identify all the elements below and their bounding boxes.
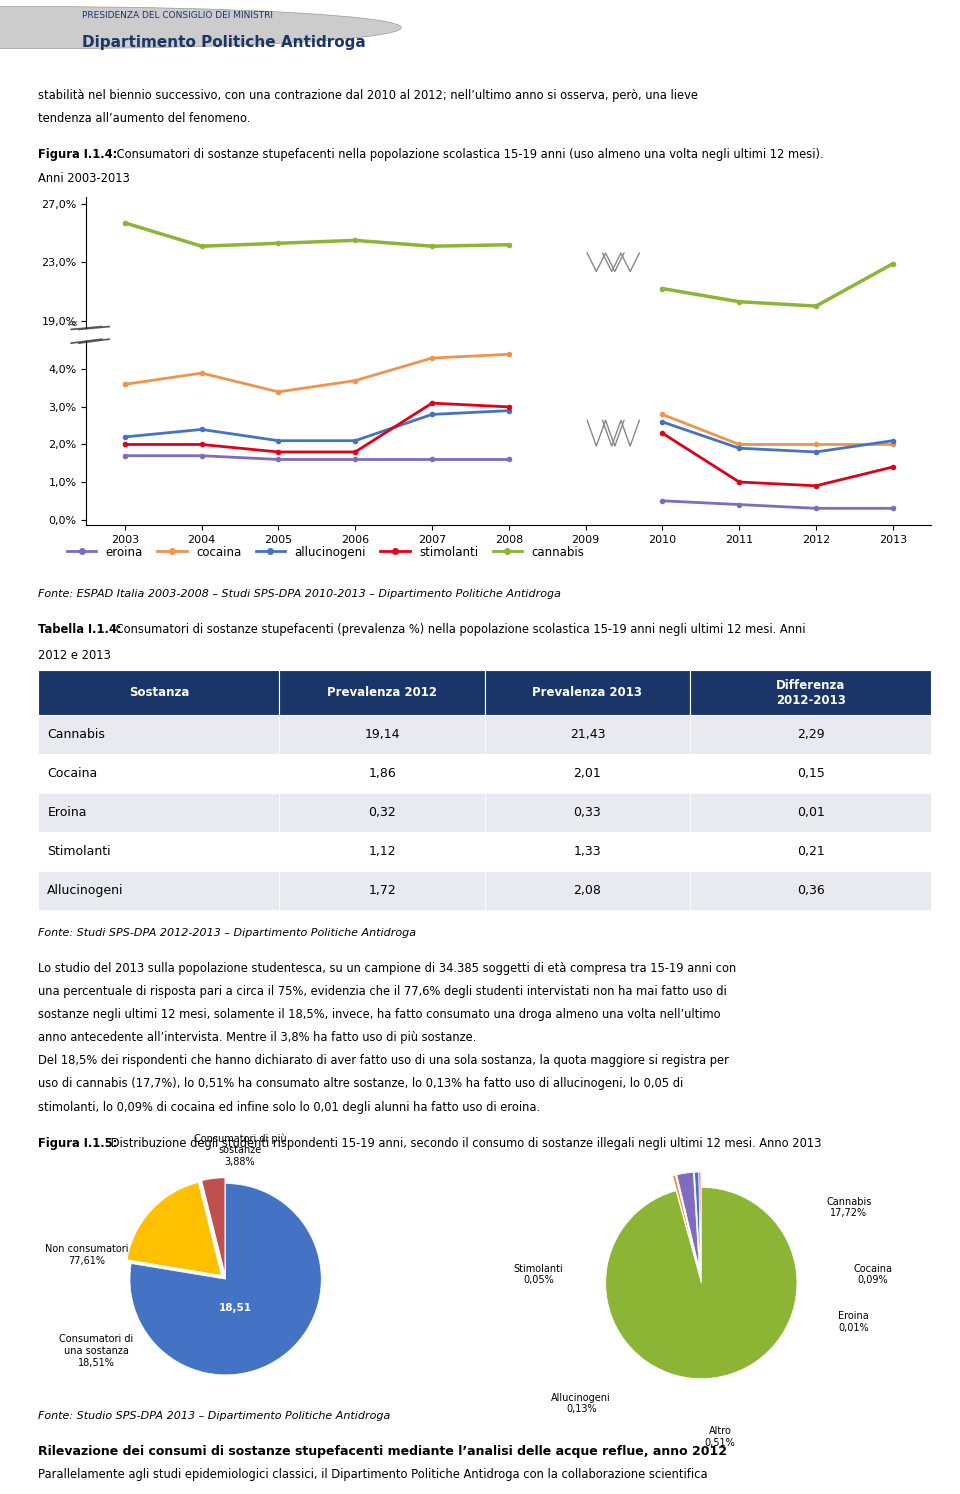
Text: Figura I.1.5:: Figura I.1.5: bbox=[38, 1137, 118, 1150]
Bar bbox=[279, 754, 485, 793]
Text: Tabella I.1.4:: Tabella I.1.4: bbox=[38, 623, 122, 635]
Text: 2012 e 2013: 2012 e 2013 bbox=[38, 648, 111, 662]
Wedge shape bbox=[675, 1173, 698, 1267]
Bar bbox=[279, 793, 485, 832]
Text: Fonte: Studio SPS-DPA 2013 – Dipartimento Politiche Antidroga: Fonte: Studio SPS-DPA 2013 – Dipartiment… bbox=[38, 1412, 391, 1421]
Text: 2,29: 2,29 bbox=[797, 728, 825, 741]
Text: uso di cannabis (17,7%), lo 0,51% ha consumato altre sostanze, lo 0,13% ha fatto: uso di cannabis (17,7%), lo 0,51% ha con… bbox=[38, 1077, 684, 1091]
Text: Stimolanti
0,05%: Stimolanti 0,05% bbox=[514, 1264, 564, 1285]
Text: Consumatori di sostanze stupefacenti nella popolazione scolastica 15-19 anni (us: Consumatori di sostanze stupefacenti nel… bbox=[112, 148, 823, 161]
Text: Lo studio del 2013 sulla popolazione studentesca, su un campione di 34.385 sogge: Lo studio del 2013 sulla popolazione stu… bbox=[38, 962, 736, 974]
Text: ≈: ≈ bbox=[66, 317, 78, 330]
Bar bbox=[485, 871, 690, 910]
Text: 0,15: 0,15 bbox=[797, 766, 825, 780]
Bar bbox=[279, 832, 485, 871]
Wedge shape bbox=[677, 1173, 699, 1268]
Bar bbox=[279, 671, 485, 716]
Text: 1,72: 1,72 bbox=[369, 883, 396, 896]
Text: Cannabis
17,72%: Cannabis 17,72% bbox=[827, 1197, 872, 1218]
Text: Altro
0,51%: Altro 0,51% bbox=[705, 1427, 735, 1448]
Legend: eroina, cocaina, allucinogeni, stimolanti, cannabis: eroina, cocaina, allucinogeni, stimolant… bbox=[62, 541, 589, 563]
Text: Anni 2003-2013: Anni 2003-2013 bbox=[38, 172, 131, 185]
Bar bbox=[690, 754, 931, 793]
Bar bbox=[690, 671, 931, 716]
Wedge shape bbox=[127, 1183, 222, 1276]
Text: Consumatori di più
sostanze
3,88%: Consumatori di più sostanze 3,88% bbox=[194, 1134, 286, 1167]
Bar bbox=[690, 832, 931, 871]
Text: Eroina: Eroina bbox=[47, 805, 86, 819]
Text: Figura I.1.4:: Figura I.1.4: bbox=[38, 148, 118, 161]
Text: 1,12: 1,12 bbox=[369, 844, 396, 858]
Wedge shape bbox=[673, 1176, 698, 1268]
Bar bbox=[485, 716, 690, 754]
Text: 1,86: 1,86 bbox=[369, 766, 396, 780]
Text: Parallelamente agli studi epidemiologici classici, il Dipartimento Politiche Ant: Parallelamente agli studi epidemiologici… bbox=[38, 1469, 708, 1481]
Bar bbox=[485, 671, 690, 716]
Text: Consumatori di sostanze stupefacenti (prevalenza %) nella popolazione scolastica: Consumatori di sostanze stupefacenti (pr… bbox=[111, 623, 805, 635]
Bar bbox=[690, 716, 931, 754]
Circle shape bbox=[0, 6, 401, 49]
Text: Cannabis: Cannabis bbox=[47, 728, 106, 741]
Text: stimolanti, lo 0,09% di cocaina ed infine solo lo 0,01 degli alunni ha fatto uso: stimolanti, lo 0,09% di cocaina ed infin… bbox=[38, 1101, 540, 1113]
Bar bbox=[485, 754, 690, 793]
Text: 0,01: 0,01 bbox=[797, 805, 825, 819]
Text: Fonte: ESPAD Italia 2003-2008 – Studi SPS-DPA 2010-2013 – Dipartimento Politiche: Fonte: ESPAD Italia 2003-2008 – Studi SP… bbox=[38, 589, 562, 599]
Text: 2,08: 2,08 bbox=[573, 883, 601, 896]
Wedge shape bbox=[130, 1183, 322, 1374]
Text: Allucinogeni
0,13%: Allucinogeni 0,13% bbox=[551, 1392, 612, 1415]
Wedge shape bbox=[699, 1173, 701, 1268]
Bar bbox=[38, 754, 279, 793]
Text: Prevalenza 2013: Prevalenza 2013 bbox=[533, 686, 642, 699]
Text: Differenza
2012-2013: Differenza 2012-2013 bbox=[776, 678, 846, 707]
Bar bbox=[485, 793, 690, 832]
Text: Distribuzione degli studenti rispondenti 15-19 anni, secondo il consumo di sosta: Distribuzione degli studenti rispondenti… bbox=[108, 1137, 822, 1150]
Text: Cocaina
0,09%: Cocaina 0,09% bbox=[853, 1264, 893, 1285]
Bar bbox=[690, 793, 931, 832]
Text: anno antecedente all’intervista. Mentre il 3,8% ha fatto uso di più sostanze.: anno antecedente all’intervista. Mentre … bbox=[38, 1031, 477, 1044]
Bar bbox=[485, 832, 690, 871]
Text: 2,01: 2,01 bbox=[573, 766, 601, 780]
Wedge shape bbox=[606, 1188, 797, 1379]
Bar bbox=[279, 871, 485, 910]
Text: Non consumatori
77,61%: Non consumatori 77,61% bbox=[45, 1245, 129, 1265]
Wedge shape bbox=[694, 1173, 701, 1268]
Text: PRESIDENZA DEL CONSIGLIO DEI MINISTRI: PRESIDENZA DEL CONSIGLIO DEI MINISTRI bbox=[82, 10, 273, 19]
Bar bbox=[38, 671, 279, 716]
Text: Fonte: Studi SPS-DPA 2012-2013 – Dipartimento Politiche Antidroga: Fonte: Studi SPS-DPA 2012-2013 – Diparti… bbox=[38, 928, 417, 938]
Text: Del 18,5% dei rispondenti che hanno dichiarato di aver fatto uso di una sola sos: Del 18,5% dei rispondenti che hanno dich… bbox=[38, 1055, 730, 1067]
Text: Rilevazione dei consumi di sostanze stupefacenti mediante l’analisi delle acque : Rilevazione dei consumi di sostanze stup… bbox=[38, 1445, 728, 1458]
Text: 18,51: 18,51 bbox=[219, 1303, 252, 1313]
Text: Cocaina: Cocaina bbox=[47, 766, 98, 780]
Text: 0,32: 0,32 bbox=[369, 805, 396, 819]
Text: 0,21: 0,21 bbox=[797, 844, 825, 858]
Text: una percentuale di risposta pari a circa il 75%, evidenzia che il 77,6% degli st: una percentuale di risposta pari a circa… bbox=[38, 985, 727, 998]
Bar bbox=[38, 716, 279, 754]
Bar bbox=[279, 716, 485, 754]
Text: Stimolanti: Stimolanti bbox=[47, 844, 111, 858]
Text: Prevalenza 2012: Prevalenza 2012 bbox=[327, 686, 437, 699]
Wedge shape bbox=[202, 1177, 225, 1273]
Text: 0,36: 0,36 bbox=[797, 883, 825, 896]
Text: 0,33: 0,33 bbox=[573, 805, 601, 819]
Text: Dipartimento Politiche Antidroga: Dipartimento Politiche Antidroga bbox=[82, 36, 366, 51]
Bar bbox=[38, 832, 279, 871]
Text: 9: 9 bbox=[908, 1478, 916, 1491]
Text: Eroina
0,01%: Eroina 0,01% bbox=[838, 1312, 869, 1333]
Text: Allucinogeni: Allucinogeni bbox=[47, 883, 124, 896]
Text: tendenza all’aumento del fenomeno.: tendenza all’aumento del fenomeno. bbox=[38, 112, 251, 125]
Text: Consumatori di
una sostanza
18,51%: Consumatori di una sostanza 18,51% bbox=[60, 1334, 133, 1367]
Bar bbox=[690, 871, 931, 910]
Text: 21,43: 21,43 bbox=[569, 728, 605, 741]
Bar bbox=[38, 871, 279, 910]
Bar bbox=[38, 793, 279, 832]
Text: sostanze negli ultimi 12 mesi, solamente il 18,5%, invece, ha fatto consumato un: sostanze negli ultimi 12 mesi, solamente… bbox=[38, 1008, 721, 1020]
Text: stabilità nel biennio successivo, con una contrazione dal 2010 al 2012; nell’ult: stabilità nel biennio successivo, con un… bbox=[38, 88, 698, 102]
Text: Sostanza: Sostanza bbox=[129, 686, 189, 699]
Text: 19,14: 19,14 bbox=[365, 728, 400, 741]
Text: 1,33: 1,33 bbox=[574, 844, 601, 858]
